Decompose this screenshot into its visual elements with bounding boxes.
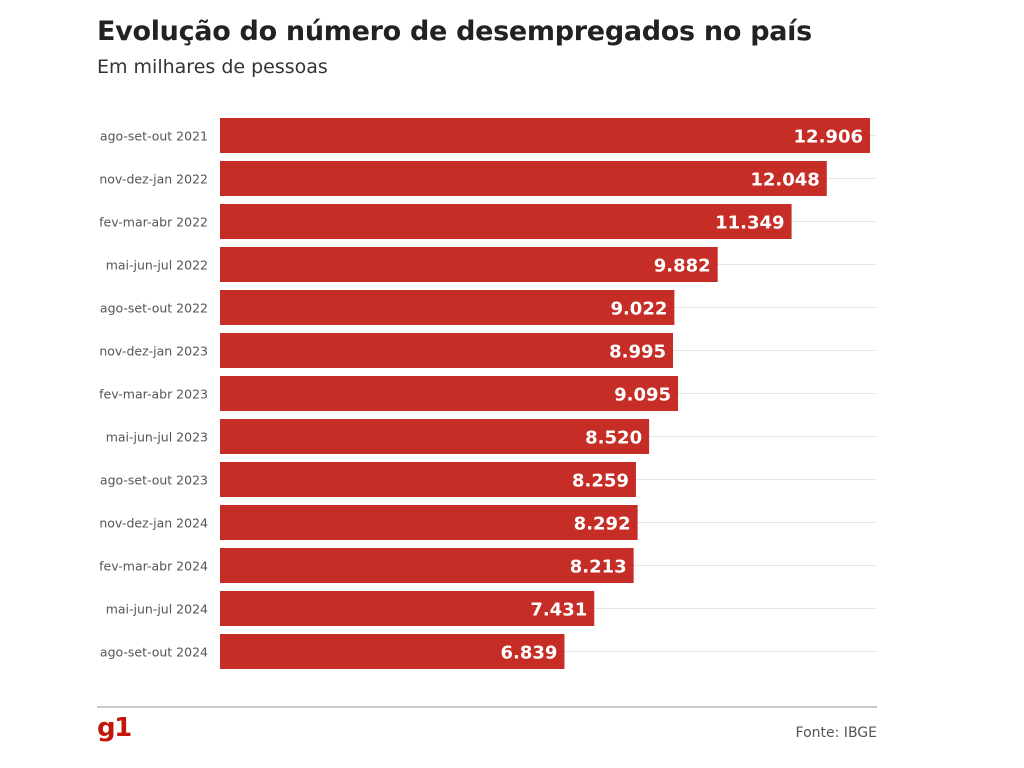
bar: [220, 333, 674, 368]
bar-value-label: 6.839: [501, 643, 558, 664]
bar: [220, 118, 870, 153]
bar-value-label: 9.882: [654, 256, 711, 277]
bar-value-label: 12.906: [794, 127, 863, 148]
category-label: mai-jun-jul 2024: [106, 602, 208, 617]
category-label: fev-mar-abr 2024: [99, 559, 208, 574]
category-label: nov-dez-jan 2024: [99, 516, 208, 531]
bar: [220, 290, 675, 325]
bar-value-label: 9.022: [610, 299, 667, 320]
bar-value-label: 8.292: [574, 514, 631, 535]
bar: [220, 462, 636, 497]
category-label: ago-set-out 2021: [100, 129, 208, 144]
bar-value-label: 8.213: [570, 557, 627, 578]
bar-value-label: 7.431: [530, 600, 587, 621]
bar: [220, 204, 792, 239]
category-label: ago-set-out 2024: [100, 645, 208, 660]
category-label: mai-jun-jul 2023: [106, 430, 208, 445]
chart-title: Evolução do número de desempregados no p…: [97, 16, 812, 47]
bar: [220, 376, 679, 411]
category-label: ago-set-out 2023: [100, 473, 208, 488]
bar: [220, 247, 718, 282]
category-label: ago-set-out 2022: [100, 301, 208, 316]
bar: [220, 161, 827, 196]
category-label: nov-dez-jan 2022: [99, 172, 208, 187]
category-label: fev-mar-abr 2023: [99, 387, 208, 402]
bar-value-label: 11.349: [715, 213, 784, 234]
bar: [220, 548, 634, 583]
bar-value-label: 8.520: [585, 428, 642, 449]
bar-value-label: 12.048: [750, 170, 819, 191]
bar: [220, 591, 595, 626]
bar-value-label: 8.995: [609, 342, 666, 363]
bar-chart: ago-set-out 2021 12.906 nov-dez-jan 2022 12…: [99, 118, 876, 669]
chart-subtitle: Em milhares de pessoas: [97, 56, 328, 78]
bar-value-label: 8.259: [572, 471, 629, 492]
category-label: mai-jun-jul 2022: [106, 258, 208, 273]
category-label: fev-mar-abr 2022: [99, 215, 208, 230]
source-note: Fonte: IBGE: [795, 725, 877, 741]
category-label: nov-dez-jan 2023: [99, 344, 208, 359]
bar: [220, 505, 638, 540]
bar: [220, 419, 650, 454]
bar: [220, 634, 565, 669]
g1-logo: g1: [97, 713, 132, 743]
footer-divider: [97, 706, 877, 708]
bar-value-label: 9.095: [614, 385, 671, 406]
